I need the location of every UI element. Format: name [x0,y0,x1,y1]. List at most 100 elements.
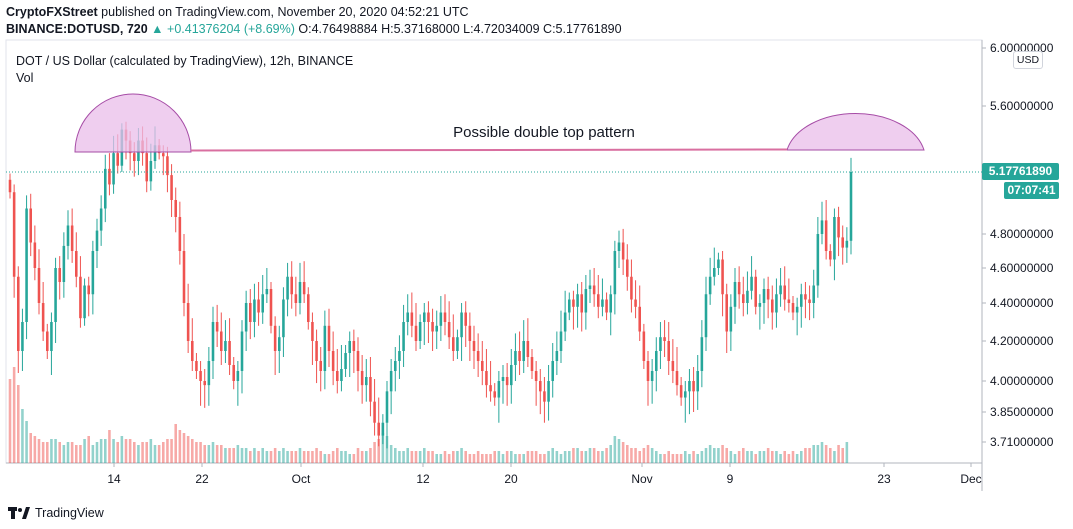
price-tick-label: 4.60000000 [990,261,1054,275]
volume-bar [829,448,832,463]
price-tick-label: 4.00000000 [990,374,1054,388]
volume-bar [327,454,331,463]
candle-body [754,276,757,307]
published-text: published on TradingView.com, November 2… [101,5,469,19]
volume-bar [476,451,480,463]
volume-bar [21,409,24,463]
candle-body [46,331,49,351]
candle-body [224,341,227,351]
time-tick-label: Nov [631,472,652,486]
candle-body [775,294,778,313]
volume-bar [510,451,513,463]
volume-bar [688,454,691,463]
candle-body [684,391,687,398]
volume-bar [812,445,815,463]
publisher-name: CryptoFXStreet [6,5,98,19]
volume-bar [286,451,289,463]
volume-bar [729,451,733,463]
candle-body [700,337,704,371]
volume-bar [311,451,314,463]
candle-body [37,268,41,303]
volume-bar [787,454,791,463]
time-tick-label: Oct [292,472,311,486]
candle-body [849,172,853,241]
volume-bar [526,451,530,463]
candle-body [33,242,37,268]
volume-bar [12,367,16,463]
volume-bar [33,436,37,463]
volume-bar [91,445,95,463]
candle-body [816,234,820,286]
candle-body [737,282,741,295]
volume-bar [406,448,409,463]
price-tick-label: 4.80000000 [990,227,1054,241]
volume-bar [265,451,269,463]
volume-bar [456,451,459,463]
candle-body [70,225,74,251]
candle-body [75,251,78,277]
volume-bar [153,445,157,463]
candle-body [278,337,281,351]
volume-bar [203,445,206,463]
candle-body [423,312,426,322]
volume-bar [663,454,666,463]
volume-bar [659,454,662,463]
volume-bar [62,445,66,463]
volume-bar [431,451,434,463]
time-tick-label: 22 [195,472,209,486]
candle-body [829,251,832,260]
volume-bar [58,442,61,463]
candle-body [398,351,401,361]
candle-body [443,312,447,322]
volume-bar [128,439,132,463]
volume-bar [186,436,190,463]
volume-bar [646,445,650,463]
volume-bar [278,451,281,463]
volume-bar [37,439,41,463]
candle-body [638,306,641,332]
volume-bar [597,451,600,463]
candle-body [800,294,803,307]
volume-bar [290,451,293,463]
volume-bar [66,442,70,463]
volume-bar [443,451,447,463]
volume-bar [779,454,782,463]
candle-body [91,251,95,295]
candle-body [249,303,252,322]
volume-bar [791,451,795,463]
volume-bar [667,451,670,463]
candle-body [630,276,633,300]
volume-bar [679,454,683,463]
candle-body [476,351,480,361]
candle-body [791,303,795,313]
volume-bar [808,448,811,463]
price-tick-label: 3.71000000 [990,435,1054,449]
footer-brand[interactable]: TradingView [8,503,104,523]
volume-bar [257,451,260,463]
candle-body [464,312,467,326]
volume-bar [713,448,716,463]
volume-bar [464,451,467,463]
candle-body [655,351,658,371]
volume-bar [783,451,786,463]
candle-body [489,385,492,392]
candle-body [758,303,762,307]
volume-bar [116,442,119,463]
time-tick-label: 12 [416,472,430,486]
candle-body [162,153,165,157]
candle-body [514,351,517,365]
ohlc-text: O:4.76498884 H:5.37168000 L:4.72034009 C… [298,22,622,36]
candle-body [95,230,99,251]
volume-bar [307,451,310,463]
currency-button[interactable]: USD [1013,51,1043,69]
candle-body [692,381,695,392]
candle-body [555,351,559,361]
double-top-pattern: Possible double top pattern [74,93,925,153]
time-tick-label: Dec [960,472,981,486]
candle-body [717,259,720,268]
candle-body [87,285,90,295]
volume-bar [534,451,538,463]
candle-body [360,371,364,386]
volume-bar [315,448,318,463]
